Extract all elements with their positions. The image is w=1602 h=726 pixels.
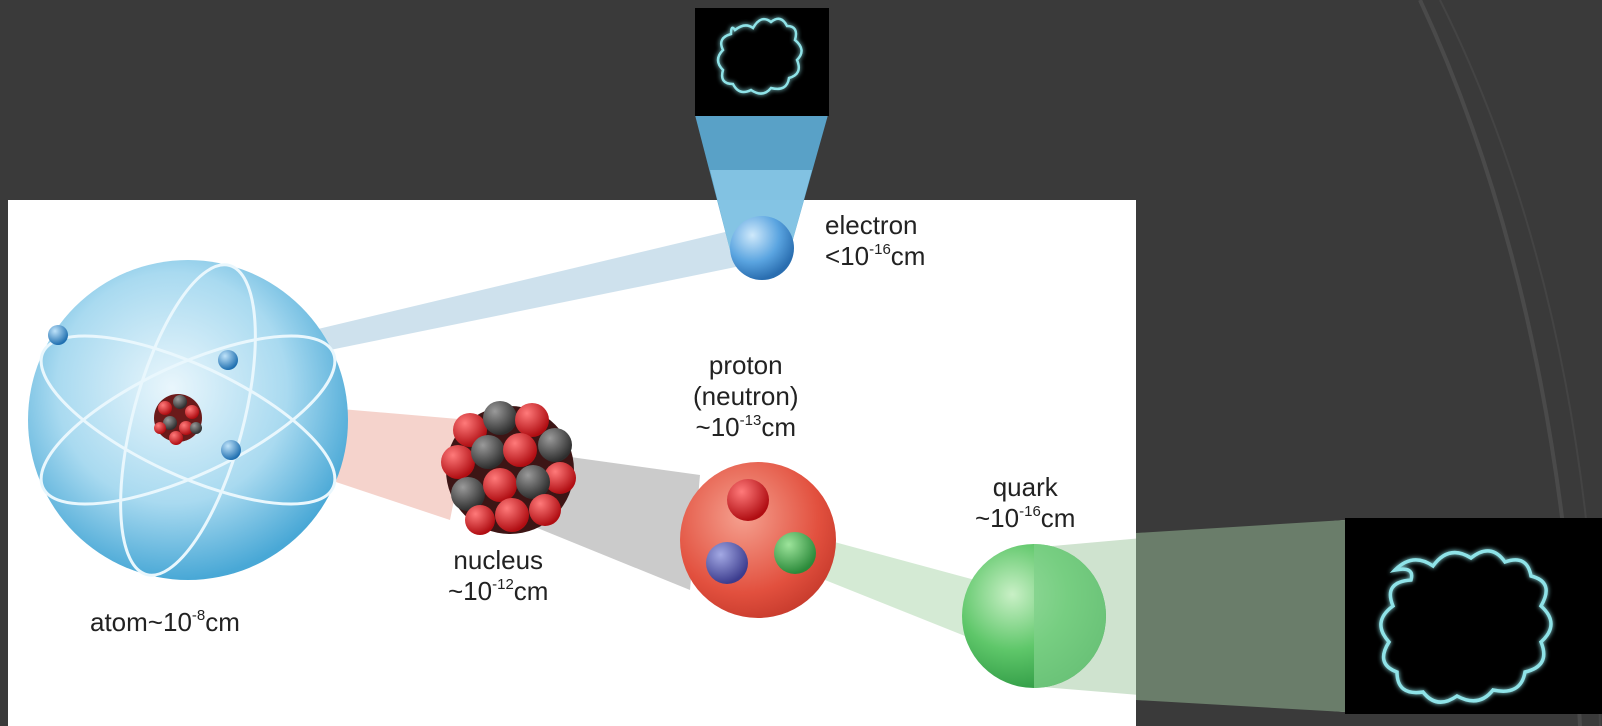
proton [680, 462, 836, 618]
electron-exponent: -16 [869, 241, 891, 258]
proton-exponent: -13 [739, 412, 762, 429]
electron-size: <10-16cm [825, 241, 925, 272]
proton-unit: cm [761, 412, 796, 442]
proton-prefix: ~10 [695, 412, 740, 442]
quark-exponent: -16 [1019, 503, 1041, 520]
electron-label: electron <10-16cm [825, 210, 925, 272]
electron-unit: cm [890, 241, 926, 271]
quark-unit: cm [1040, 503, 1076, 533]
quark-name: quark [992, 472, 1058, 502]
quark-size: ~10-16cm [975, 503, 1075, 534]
nucleus-name: nucleus [453, 545, 544, 575]
nucleus-exponent: -12 [492, 576, 514, 593]
nucleus-label: nucleus ~10-12cm [448, 545, 548, 607]
string-inset-top [695, 8, 829, 116]
electron [730, 216, 794, 280]
string-inset-right [1345, 518, 1602, 714]
electron-name: electron [825, 210, 918, 240]
quark [962, 544, 1106, 688]
proton-label: proton (neutron) ~10-13cm [693, 350, 799, 443]
atom-name: atom~10 [90, 607, 192, 637]
proton-size: ~10-13cm [693, 412, 799, 443]
neutron-name: (neutron) [693, 381, 799, 411]
electron-prefix: <10 [825, 241, 870, 271]
proton-name: proton [708, 350, 783, 380]
electron-beam [230, 228, 760, 370]
nucleus [441, 401, 576, 535]
string-beam-right-dark [1136, 520, 1345, 712]
atom [28, 260, 348, 580]
quark-beam [790, 530, 975, 640]
quark-prefix: ~10 [975, 503, 1020, 533]
atom-unit: cm [205, 607, 240, 637]
quark-label: quark ~10-16cm [975, 472, 1075, 534]
atom-label: atom~10-8cm [90, 607, 240, 638]
nucleus-unit: cm [513, 576, 549, 606]
nucleus-size: ~10-12cm [448, 576, 548, 607]
atom-exponent: -8 [191, 607, 206, 624]
nucleus-prefix: ~10 [448, 576, 493, 606]
